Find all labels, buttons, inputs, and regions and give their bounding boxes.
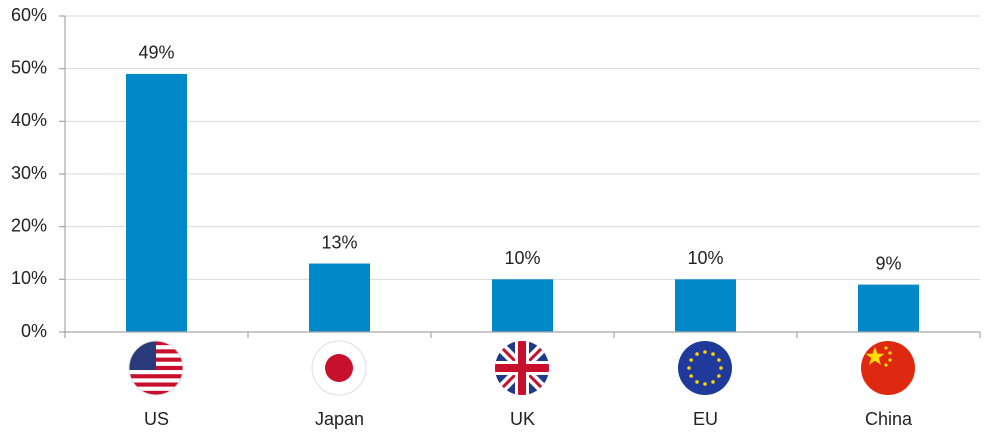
x-tick-label: EU	[693, 409, 718, 429]
value-label: 13%	[321, 232, 357, 252]
value-label: 49%	[138, 43, 174, 63]
flag-japan	[311, 340, 367, 396]
y-tick-label: 60%	[11, 5, 47, 25]
y-tick-label: 10%	[11, 268, 47, 288]
flag-uk	[495, 341, 549, 395]
flag-us	[128, 340, 184, 396]
y-tick-label: 20%	[11, 215, 47, 235]
bar	[858, 284, 919, 332]
bar	[675, 279, 736, 332]
bar	[309, 263, 370, 332]
y-tick-label: 0%	[21, 321, 47, 341]
value-label: 10%	[504, 248, 540, 268]
x-tick-label: US	[144, 409, 169, 429]
y-tick-label: 40%	[11, 110, 47, 130]
bar	[126, 73, 187, 332]
flag-eu	[678, 341, 732, 395]
y-tick-label: 50%	[11, 57, 47, 77]
bar	[492, 279, 553, 332]
x-tick-label: UK	[510, 409, 535, 429]
flag-china	[861, 341, 915, 395]
value-label: 10%	[687, 248, 723, 268]
value-label: 9%	[875, 253, 901, 273]
y-tick-label: 30%	[11, 163, 47, 183]
x-tick-label: China	[865, 409, 913, 429]
x-tick-label: Japan	[315, 409, 364, 429]
